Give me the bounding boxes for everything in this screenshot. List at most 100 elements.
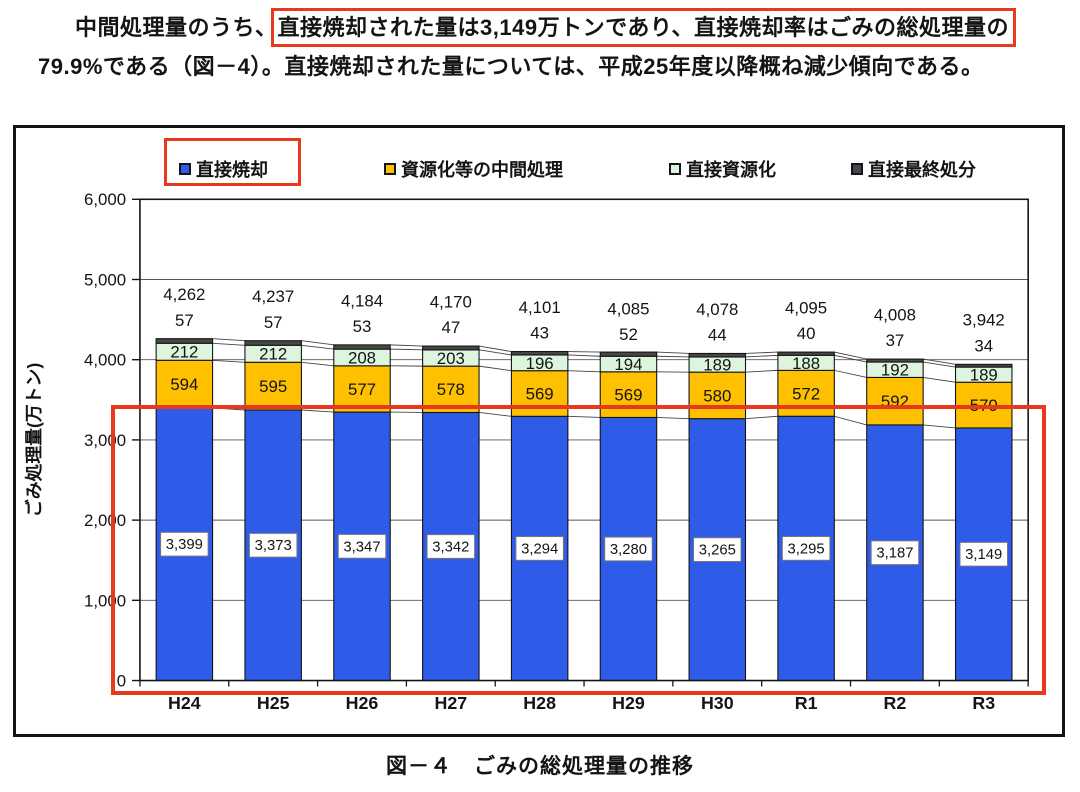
blue-segment-label: 3,399 bbox=[166, 537, 203, 553]
y-tick-label: 0 bbox=[117, 671, 126, 690]
stacked-bar-chart: 0 1,000 2,000 3,000 4,000 5,000 6,000 H24 H25 H26… bbox=[23, 190, 1029, 713]
body-text-line1: 中間処理量のうち、直接焼却された量は3,149万トンであり、直接焼却率はごみの総… bbox=[75, 8, 1016, 47]
yellow-segment-label: 578 bbox=[437, 380, 465, 399]
green-segment-label: 203 bbox=[437, 349, 465, 368]
series-line bbox=[923, 424, 956, 429]
total-label: 4,101 bbox=[519, 298, 561, 317]
blue-segment-label: 3,294 bbox=[521, 541, 558, 557]
series-line bbox=[656, 417, 690, 420]
series-line bbox=[390, 348, 423, 351]
series-line bbox=[567, 370, 601, 373]
blue-segment-label: 3,187 bbox=[876, 546, 913, 562]
body-text-prefix: 中間処理量のうち、 bbox=[75, 15, 278, 40]
legend-marker-icon bbox=[179, 163, 191, 175]
yellow-segment-label: 580 bbox=[703, 386, 731, 405]
series-line bbox=[923, 376, 956, 383]
bar-segment bbox=[333, 365, 391, 413]
bar-segment bbox=[422, 345, 480, 351]
x-axis-label: H26 bbox=[346, 693, 379, 713]
blue-segment-label: 3,280 bbox=[610, 542, 647, 558]
legend-label: 直接最終処分 bbox=[868, 160, 976, 180]
blue-label-box bbox=[160, 531, 209, 557]
total-label: 4,085 bbox=[607, 299, 649, 318]
top-segment-label: 37 bbox=[886, 331, 905, 350]
bar-segment bbox=[510, 350, 569, 356]
x-axis-label: H27 bbox=[434, 693, 467, 713]
top-segment-label: 52 bbox=[619, 325, 638, 344]
series-line bbox=[656, 351, 690, 354]
top-segment-label: 43 bbox=[530, 324, 549, 343]
yellow-segment-label: 577 bbox=[348, 380, 376, 399]
legend-item-3: 直接資源化 bbox=[669, 156, 776, 182]
bar-segment bbox=[155, 359, 214, 409]
blue-label-box bbox=[959, 541, 1009, 567]
x-axis-label: H29 bbox=[612, 693, 645, 713]
blue-segment-label: 3,342 bbox=[432, 539, 469, 555]
x-axis-label: R3 bbox=[972, 693, 995, 713]
blue-segment-label: 3,265 bbox=[699, 543, 736, 559]
series-line bbox=[567, 354, 601, 357]
legend-item-1: 直接焼却 bbox=[164, 138, 301, 186]
top-segment-label: 53 bbox=[353, 317, 372, 336]
blue-label-box bbox=[426, 534, 476, 559]
y-tick-label: 2,000 bbox=[84, 511, 126, 530]
series-line bbox=[390, 344, 423, 347]
green-segment-label: 212 bbox=[259, 345, 287, 364]
green-segment-label: 194 bbox=[614, 355, 642, 374]
bar-segment bbox=[244, 340, 302, 346]
total-label: 4,078 bbox=[696, 300, 738, 319]
x-axis-label: H30 bbox=[701, 693, 734, 713]
legend-marker-icon bbox=[669, 163, 681, 175]
green-segment-label: 189 bbox=[970, 366, 998, 385]
highlight-box-text: 直接焼却された量は3,149万トンであり、直接焼却率はごみの総処理量の bbox=[270, 8, 1016, 47]
bar-segment bbox=[599, 351, 658, 357]
series-line bbox=[478, 349, 512, 356]
x-axis-label: H24 bbox=[168, 693, 201, 713]
series-line bbox=[923, 361, 956, 368]
green-segment-label: 208 bbox=[348, 348, 376, 367]
y-axis-title: ごみ処理量(万トン) bbox=[23, 363, 44, 517]
series-line bbox=[301, 344, 334, 350]
legend-label: 直接焼却 bbox=[196, 160, 268, 180]
series-line bbox=[567, 351, 601, 353]
blue-label-box bbox=[337, 533, 387, 559]
bar-segment bbox=[333, 344, 391, 350]
y-tick-label: 3,000 bbox=[84, 431, 126, 450]
top-segment-label: 47 bbox=[441, 318, 460, 337]
yellow-segment-label: 572 bbox=[792, 384, 820, 403]
legend-item-2: 資源化等の中間処理 bbox=[384, 156, 563, 182]
series-line bbox=[212, 342, 245, 346]
total-label: 4,262 bbox=[163, 285, 205, 304]
legend-label: 資源化等の中間処理 bbox=[401, 160, 563, 180]
yellow-segment-label: 592 bbox=[881, 392, 909, 411]
series-line bbox=[745, 354, 778, 358]
yellow-segment-label: 594 bbox=[170, 375, 198, 394]
blue-label-box bbox=[248, 532, 298, 558]
top-segment-label: 44 bbox=[708, 326, 727, 345]
figure-caption: 図－４ ごみの総処理量の推移 bbox=[386, 755, 694, 778]
bar-segment bbox=[866, 376, 924, 426]
blue-segment-label: 3,295 bbox=[788, 541, 825, 557]
total-label: 4,170 bbox=[430, 292, 472, 311]
blue-label-box bbox=[870, 540, 920, 566]
legend-label: 直接資源化 bbox=[686, 160, 776, 180]
series-line bbox=[567, 415, 601, 418]
x-axis-label: H28 bbox=[523, 693, 556, 713]
x-axis-label: R2 bbox=[884, 693, 907, 713]
series-line bbox=[478, 412, 512, 417]
series-line bbox=[301, 409, 334, 413]
top-segment-label: 34 bbox=[974, 336, 993, 355]
blue-label-box bbox=[604, 536, 653, 562]
total-label: 4,008 bbox=[874, 305, 916, 324]
blue-segment-label: 3,149 bbox=[965, 547, 1002, 563]
x-axis-label: R1 bbox=[795, 693, 818, 713]
series-line bbox=[834, 369, 867, 378]
green-segment-label: 192 bbox=[881, 361, 909, 380]
series-line bbox=[301, 361, 334, 367]
bar-segment bbox=[866, 358, 924, 363]
series-line bbox=[745, 369, 778, 373]
series-line bbox=[478, 365, 512, 372]
total-label: 4,095 bbox=[785, 298, 827, 317]
x-axis-label: H25 bbox=[257, 693, 290, 713]
